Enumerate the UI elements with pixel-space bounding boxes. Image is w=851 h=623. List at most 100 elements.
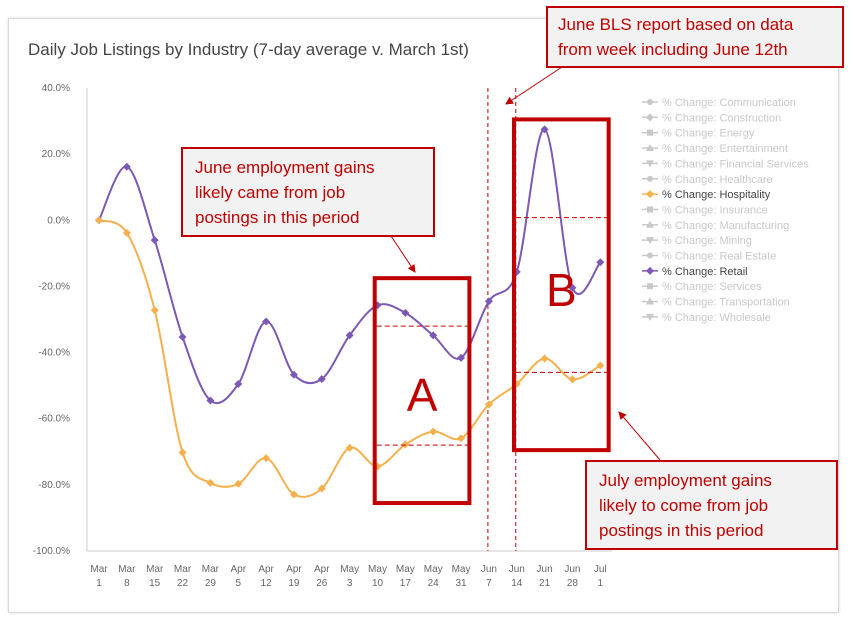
data-point-hospitality bbox=[540, 354, 549, 363]
data-point-retail bbox=[457, 353, 466, 362]
arrow-bls bbox=[505, 66, 563, 105]
callout-line: postings in this period bbox=[599, 521, 764, 540]
y-tick-label: 20.0% bbox=[42, 149, 70, 160]
callout-line: postings in this period bbox=[195, 208, 360, 227]
data-point-retail bbox=[484, 297, 493, 306]
x-tick-label-month: May bbox=[368, 564, 387, 575]
x-tick-label-month: Jul bbox=[594, 564, 607, 575]
legend-item-label: % Change: Financial Services bbox=[662, 158, 809, 170]
data-point-retail bbox=[150, 236, 159, 245]
data-point-hospitality bbox=[95, 216, 103, 225]
legend-marker-triangle-down bbox=[646, 237, 654, 245]
data-point-retail bbox=[178, 333, 187, 342]
legend-item-label: % Change: Communication bbox=[662, 97, 796, 109]
legend-marker-circle bbox=[647, 175, 653, 182]
x-tick-label-month: May bbox=[424, 564, 443, 575]
data-point-hospitality bbox=[568, 375, 577, 384]
legend-item-label: % Change: Mining bbox=[662, 235, 752, 247]
data-point-retail bbox=[345, 331, 354, 340]
data-point-hospitality bbox=[457, 434, 466, 443]
legend-item-label: % Change: Entertainment bbox=[662, 143, 788, 155]
data-point-retail bbox=[568, 283, 577, 292]
data-point-hospitality bbox=[150, 306, 159, 315]
callout-july-gains: July employment gains likely to come fro… bbox=[585, 460, 838, 550]
legend-item-label: % Change: Retail bbox=[662, 266, 748, 278]
data-point-retail bbox=[429, 331, 438, 340]
legend-item-label: % Change: Real Estate bbox=[662, 251, 776, 263]
annotation-boxes: AB bbox=[372, 117, 611, 506]
legend-marker-square bbox=[647, 206, 653, 213]
x-tick-label-month: May bbox=[396, 564, 415, 575]
data-point-hospitality bbox=[484, 400, 493, 409]
legend-item-label: % Change: Healthcare bbox=[662, 174, 773, 186]
series-line-retail bbox=[98, 128, 602, 405]
data-point-hospitality bbox=[206, 478, 215, 487]
x-tick-label-day: 24 bbox=[428, 578, 440, 589]
data-point-hospitality bbox=[178, 448, 187, 457]
x-tick-label-day: 7 bbox=[486, 578, 492, 589]
data-point-retail bbox=[262, 317, 271, 326]
data-point-hospitality bbox=[289, 490, 298, 499]
legend-marker-circle bbox=[647, 252, 653, 259]
x-tick-label-month: Mar bbox=[90, 564, 108, 575]
legend-item-label: % Change: Wholesale bbox=[662, 312, 771, 324]
legend-marker-triangle-up bbox=[646, 297, 654, 305]
legend-marker-square bbox=[647, 129, 653, 136]
data-point-hospitality bbox=[596, 361, 605, 370]
x-tick-label-day: 21 bbox=[539, 578, 551, 589]
legend-marker-diamond bbox=[646, 266, 654, 275]
data-point-hospitality bbox=[429, 427, 438, 436]
x-tick-label-day: 14 bbox=[511, 578, 523, 589]
x-tick-label-month: Jun bbox=[481, 564, 497, 575]
arrow-june bbox=[390, 235, 416, 273]
x-tick-label-day: 15 bbox=[149, 578, 161, 589]
data-point-retail bbox=[234, 379, 243, 388]
legend-marker-diamond bbox=[646, 113, 654, 122]
legend-marker-triangle-down bbox=[646, 313, 654, 321]
x-tick-label-month: Mar bbox=[174, 564, 192, 575]
y-tick-label: -60.0% bbox=[38, 414, 70, 425]
x-tick-label-day: 28 bbox=[567, 578, 579, 589]
data-point-retail bbox=[122, 162, 131, 171]
data-point-hospitality bbox=[122, 228, 131, 237]
data-point-hospitality bbox=[345, 443, 354, 452]
x-tick-label-day: 8 bbox=[124, 578, 130, 589]
callout-bls-report: June BLS report based on data from week … bbox=[546, 6, 844, 68]
series-layer bbox=[95, 125, 605, 499]
legend-marker-circle bbox=[647, 99, 653, 105]
x-tick-label-month: Apr bbox=[286, 564, 302, 575]
x-tick-label-day: 29 bbox=[205, 578, 217, 589]
callout-line: June employment gains bbox=[195, 158, 375, 177]
legend-item-label: % Change: Hospitality bbox=[662, 189, 771, 201]
legend-item-label: % Change: Transportation bbox=[662, 297, 790, 309]
chart-title: Daily Job Listings by Industry (7-day av… bbox=[28, 40, 469, 59]
y-tick-label: 0.0% bbox=[47, 215, 70, 226]
callout-line: from week including June 12th bbox=[558, 40, 788, 59]
x-tick-label-day: 1 bbox=[96, 578, 102, 589]
data-point-hospitality bbox=[317, 484, 326, 493]
x-tick-label-day: 22 bbox=[177, 578, 189, 589]
x-tick-label-month: Mar bbox=[202, 564, 220, 575]
x-tick-label-month: Mar bbox=[118, 564, 136, 575]
x-tick-label-month: Mar bbox=[146, 564, 164, 575]
data-point-retail bbox=[289, 370, 298, 379]
x-tick-label-day: 19 bbox=[288, 578, 300, 589]
y-tick-label: -40.0% bbox=[38, 348, 70, 359]
data-point-retail bbox=[401, 308, 410, 317]
legend-item-label: % Change: Construction bbox=[662, 112, 781, 124]
callout-line: likely to come from job bbox=[599, 496, 769, 515]
data-point-hospitality bbox=[262, 454, 271, 463]
data-point-hospitality bbox=[401, 440, 410, 449]
x-tick-label-month: Jun bbox=[564, 564, 580, 575]
x-tick-label-month: Apr bbox=[314, 564, 330, 575]
x-tick-label-day: 10 bbox=[372, 578, 384, 589]
data-point-retail bbox=[206, 396, 215, 405]
x-tick-label-day: 17 bbox=[400, 578, 412, 589]
x-tick-label-month: Apr bbox=[258, 564, 274, 575]
y-tick-label: -80.0% bbox=[38, 480, 70, 491]
data-point-hospitality bbox=[234, 479, 243, 488]
callout-arrows bbox=[390, 66, 661, 461]
y-tick-label: 40.0% bbox=[42, 83, 70, 94]
callout-line: July employment gains bbox=[599, 471, 772, 490]
